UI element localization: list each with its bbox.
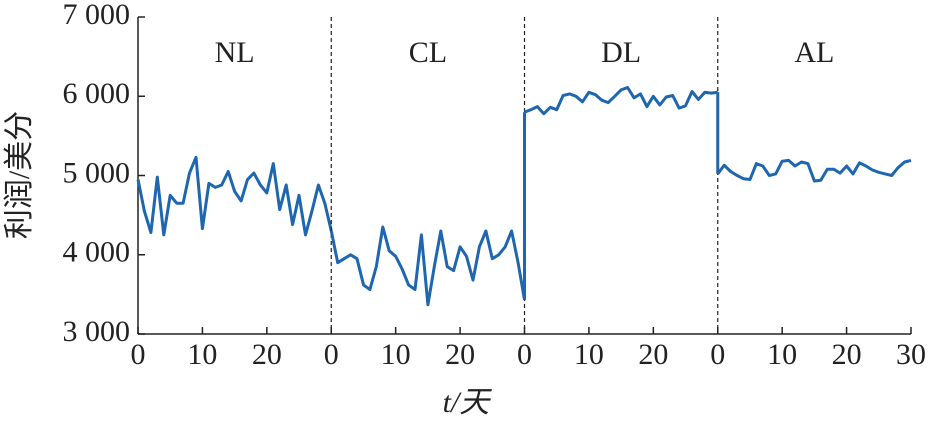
y-axis-label: 利润/美分: [3, 111, 36, 239]
x-tick-label: 10: [187, 338, 217, 371]
x-tick-label: 10: [381, 338, 411, 371]
x-tick-label: 0: [517, 338, 532, 371]
x-tick-label: 10: [767, 338, 797, 371]
x-tick-label: 20: [252, 338, 282, 371]
x-tick-label: 20: [638, 338, 668, 371]
y-tick-label: 4 000: [63, 236, 131, 269]
line-series: [716, 158, 912, 183]
x-tick-label: 30: [896, 338, 926, 371]
panel-label: NL: [215, 36, 255, 69]
panel-label: CL: [409, 36, 447, 69]
x-tick-label: 0: [324, 338, 339, 371]
y-tick-label: 5 000: [63, 156, 131, 189]
x-axis-label: t/天: [443, 386, 493, 419]
x-tick-label: 20: [445, 338, 475, 371]
panel-label: DL: [601, 36, 641, 69]
x-tick-label: 10: [574, 338, 604, 371]
line-series: [136, 155, 333, 237]
x-tick-label: 0: [710, 338, 725, 371]
line-series: [329, 225, 526, 307]
line-series: [523, 86, 718, 116]
x-tick-label: 20: [832, 338, 862, 371]
x-tick-label: 0: [131, 338, 146, 371]
y-tick-label: 6 000: [63, 77, 131, 110]
panel-label: AL: [794, 36, 834, 69]
y-tick-label: 3 000: [63, 315, 131, 348]
y-tick-label: 7 000: [63, 0, 131, 31]
